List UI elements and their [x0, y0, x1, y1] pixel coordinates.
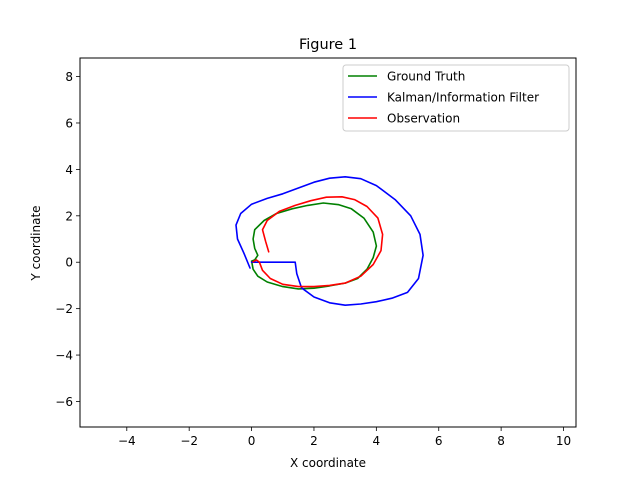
y-axis-label: Y coordinate — [29, 205, 43, 281]
legend: Ground Truth Kalman/Information Filter Obs… — [342, 64, 570, 132]
x-tick-label: 6 — [435, 434, 443, 448]
legend-label-kalman-information-filter: Kalman/Information Filter — [387, 91, 539, 105]
y-tick-label: 4 — [65, 163, 73, 177]
legend-label-observation: Observation — [387, 112, 460, 126]
x-tick-label: −2 — [180, 434, 198, 448]
series-line-observation — [252, 196, 384, 288]
y-tick-label: −4 — [55, 349, 73, 363]
y-tick-label: 6 — [65, 116, 73, 130]
plot-area — [79, 57, 577, 428]
y-tick-label: −2 — [55, 302, 73, 316]
x-tick-label: 2 — [310, 434, 318, 448]
legend-box — [342, 64, 570, 132]
x-axis-label: X coordinate — [290, 456, 366, 470]
x-tick-label: 8 — [497, 434, 505, 448]
y-tick-label: −6 — [55, 395, 73, 409]
series-line-ground-truth — [250, 202, 378, 290]
x-axis: −4 −2 0 2 4 6 8 10 — [118, 427, 571, 448]
y-tick-label: 8 — [65, 70, 73, 84]
x-tick-label: 4 — [373, 434, 381, 448]
legend-items: Ground Truth Kalman/Information Filter Obs… — [348, 70, 539, 126]
series-layer — [235, 176, 424, 307]
chart-title: Figure 1 — [299, 37, 357, 53]
y-axis: −6 −4 −2 0 2 4 6 8 — [55, 70, 80, 409]
x-tick-label: 0 — [248, 434, 256, 448]
x-tick-label: −4 — [118, 434, 136, 448]
y-tick-label: 2 — [65, 209, 73, 223]
legend-label-ground-truth: Ground Truth — [387, 70, 465, 84]
y-tick-label: 0 — [65, 256, 73, 270]
axes-frame — [79, 57, 577, 428]
series-line-kalman-information-filter — [235, 176, 424, 307]
x-tick-label: 10 — [556, 434, 571, 448]
